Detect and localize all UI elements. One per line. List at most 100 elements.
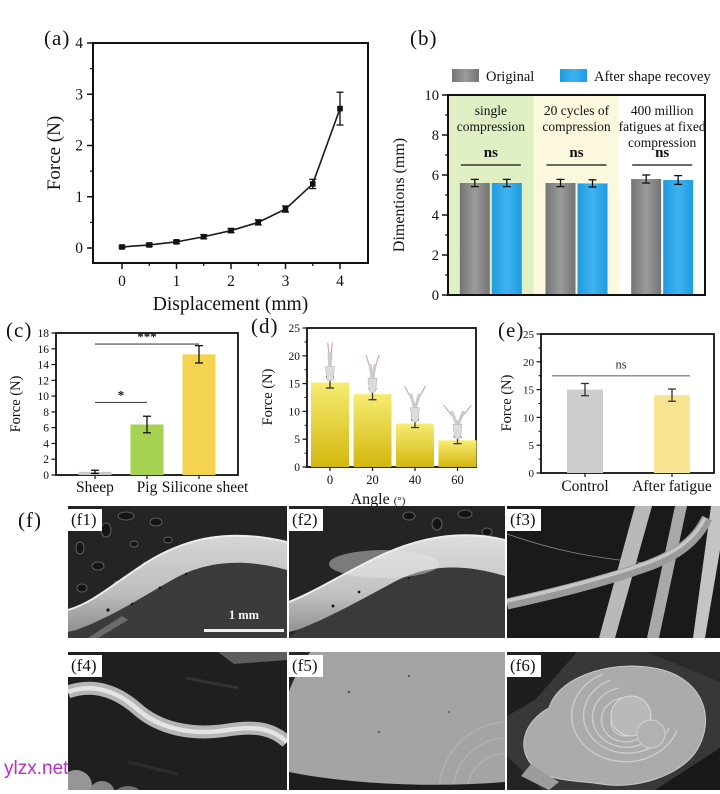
svg-text:4: 4 bbox=[336, 273, 344, 290]
panel-e-chart: 0 5 10 15 20 25 Control After fatigue ns Force (N… bbox=[499, 329, 715, 495]
svg-text:0: 0 bbox=[118, 273, 126, 290]
zone-title: fatigues at fixed bbox=[619, 119, 706, 134]
watermark: ylzx.net bbox=[4, 758, 69, 779]
svg-text:0: 0 bbox=[75, 240, 83, 257]
data-marker bbox=[337, 105, 343, 112]
gripper-angle-icon bbox=[325, 342, 335, 382]
svg-text:25: 25 bbox=[289, 323, 301, 335]
panel-label-f3: (f3) bbox=[507, 509, 542, 531]
bar bbox=[353, 394, 392, 467]
svg-text:25: 25 bbox=[523, 329, 535, 341]
bar bbox=[631, 179, 662, 295]
svg-text:4: 4 bbox=[75, 35, 83, 52]
svg-text:16: 16 bbox=[38, 344, 50, 356]
legend-label: After shape recovey bbox=[594, 69, 711, 85]
bar bbox=[438, 440, 477, 467]
svg-text:15: 15 bbox=[289, 379, 301, 391]
sem-cell-f5: (f5) bbox=[289, 652, 505, 790]
svg-text:12: 12 bbox=[38, 375, 50, 387]
y-axis-label: Force (N) bbox=[8, 375, 24, 432]
svg-text:18: 18 bbox=[38, 328, 50, 340]
panel-label-a: (a) bbox=[44, 26, 71, 50]
svg-text:15: 15 bbox=[523, 385, 535, 397]
svg-text:20: 20 bbox=[523, 357, 535, 369]
data-marker bbox=[228, 227, 234, 234]
svg-text:10: 10 bbox=[289, 406, 301, 418]
faint-spiral-arcs bbox=[438, 721, 505, 790]
category-label: Sheep bbox=[76, 479, 114, 496]
legend-swatch-original bbox=[452, 69, 479, 82]
svg-text:3: 3 bbox=[75, 86, 83, 103]
significance-label: ns bbox=[484, 145, 498, 161]
bar bbox=[545, 183, 576, 295]
bar bbox=[311, 382, 349, 467]
panel-label-f5: (f5) bbox=[289, 655, 324, 677]
significance-label: ns bbox=[655, 145, 669, 161]
y-axis-label: Dimentions (mm) bbox=[391, 138, 408, 252]
significance-label: * bbox=[118, 387, 125, 402]
bar bbox=[182, 354, 216, 475]
panel-d-chart: 0 5 10 15 20 25 0 20 40 60 Angle (°) Force (N) bbox=[260, 323, 477, 508]
svg-text:0: 0 bbox=[529, 468, 535, 480]
significance-label: *** bbox=[137, 329, 157, 344]
sem-image-f2 bbox=[289, 506, 505, 638]
sem-cell-f2: (f2) bbox=[289, 506, 505, 638]
panel-label-f: (f) bbox=[18, 508, 42, 532]
panel-label-d: (d) bbox=[251, 314, 279, 338]
gripper-angle-icon bbox=[365, 354, 380, 393]
sem-cell-f3: (f3) bbox=[507, 506, 720, 638]
gripper-angle-icon bbox=[443, 404, 472, 440]
svg-text:3: 3 bbox=[282, 273, 290, 290]
zone-title: compression bbox=[457, 119, 525, 134]
svg-text:14: 14 bbox=[38, 360, 50, 372]
gripper-angle-icon bbox=[404, 385, 426, 423]
svg-text:2: 2 bbox=[432, 248, 439, 264]
significance-label: ns bbox=[569, 145, 583, 161]
svg-text:0: 0 bbox=[43, 470, 49, 482]
svg-text:20: 20 bbox=[289, 351, 301, 363]
bar bbox=[663, 180, 694, 295]
svg-text:5: 5 bbox=[294, 434, 300, 446]
svg-text:1: 1 bbox=[173, 273, 181, 290]
zone-title: 400 million bbox=[631, 103, 694, 118]
panel-label-e: (e) bbox=[498, 318, 525, 342]
panel-label-f1: (f1) bbox=[68, 509, 103, 531]
svg-text:2: 2 bbox=[43, 454, 49, 466]
svg-text:0: 0 bbox=[432, 288, 439, 304]
y-axis-label: Force (N) bbox=[499, 374, 515, 431]
sem-image-f1 bbox=[68, 506, 287, 638]
category-label: Pig bbox=[137, 479, 158, 496]
svg-text:8: 8 bbox=[43, 407, 49, 419]
category-label: Silicone sheet bbox=[162, 479, 249, 496]
sem-cell-f4: (f4) bbox=[68, 652, 287, 790]
bar bbox=[396, 423, 434, 467]
significance-label: ns bbox=[615, 358, 626, 372]
data-marker bbox=[200, 233, 207, 240]
sem-cell-f6: (f6) bbox=[507, 652, 720, 790]
panel-label-f4: (f4) bbox=[68, 655, 103, 677]
svg-text:10: 10 bbox=[38, 391, 50, 403]
svg-text:4: 4 bbox=[432, 208, 440, 224]
zone-title: 20 cycles of bbox=[544, 103, 610, 118]
panel-label-f2: (f2) bbox=[289, 509, 324, 531]
data-marker bbox=[255, 219, 262, 226]
svg-text:0: 0 bbox=[294, 462, 300, 474]
data-marker bbox=[119, 244, 125, 250]
scale-bar bbox=[204, 629, 284, 632]
sem-image-f3 bbox=[507, 506, 720, 638]
category-label: After fatigue bbox=[632, 478, 712, 495]
svg-text:6: 6 bbox=[43, 423, 49, 435]
data-marker bbox=[309, 181, 316, 187]
data-marker bbox=[282, 206, 289, 212]
x-axis-label: Displacement (mm) bbox=[153, 294, 308, 315]
data-marker bbox=[173, 239, 180, 245]
y-axis-label: Force (N) bbox=[44, 116, 65, 190]
svg-text:8: 8 bbox=[432, 128, 439, 144]
y-axis-label: Force (N) bbox=[260, 368, 276, 425]
panel-a-chart: 0 1 2 3 4 0 1 2 3 4 Displacement (mm) Force (N) bbox=[44, 35, 369, 315]
category-label: 20 bbox=[366, 473, 379, 487]
svg-text:6: 6 bbox=[432, 168, 439, 184]
sem-image-f6 bbox=[507, 652, 720, 790]
